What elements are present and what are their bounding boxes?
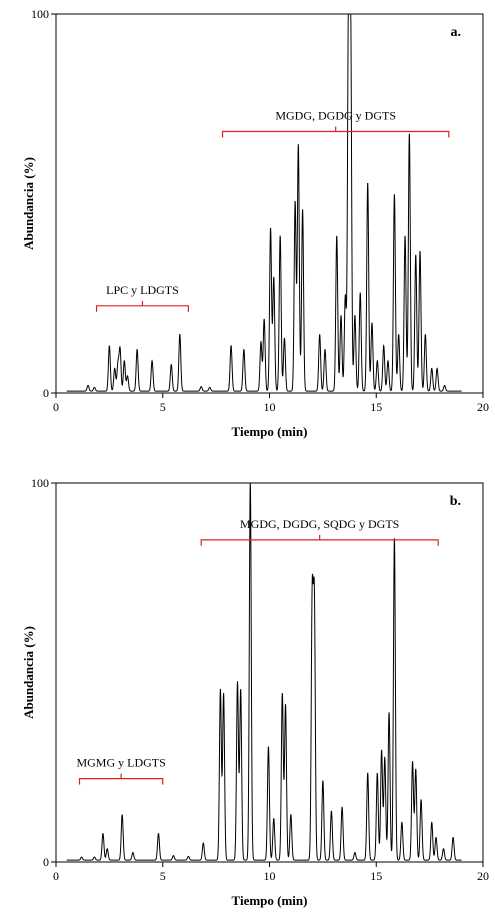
y-tick-label: 100 bbox=[31, 7, 49, 21]
x-tick-label: 5 bbox=[160, 400, 166, 414]
annotation-label: MGDG, DGDG, SQDG y DGTS bbox=[240, 517, 399, 531]
x-tick-label: 10 bbox=[264, 869, 276, 883]
y-tick-label: 100 bbox=[31, 476, 49, 490]
x-tick-label: 5 bbox=[160, 869, 166, 883]
x-tick-label: 15 bbox=[370, 400, 382, 414]
y-axis-label: Abundancia (%) bbox=[21, 626, 36, 719]
chromatogram-trace bbox=[66, 482, 462, 861]
y-tick-label: 0 bbox=[43, 386, 49, 400]
x-axis-label: Tiempo (min) bbox=[232, 893, 308, 908]
annotation-label: MGMG y LDGTS bbox=[76, 756, 165, 770]
chart-panel-a: 0 5 10 15 20 0 100 Tiempo (min) Abundancia (%) a.… bbox=[21, 7, 489, 439]
y-tick-label: 0 bbox=[43, 855, 49, 869]
x-tick-label: 10 bbox=[264, 400, 276, 414]
annotation-bracket bbox=[200, 534, 439, 546]
annotation-bracket bbox=[95, 300, 189, 312]
annotation-label: MGDG, DGDG y DGTS bbox=[275, 108, 396, 122]
y-axis-label: Abundancia (%) bbox=[21, 157, 36, 250]
x-tick-label: 0 bbox=[53, 400, 59, 414]
chromatogram-trace bbox=[66, 13, 462, 392]
x-tick-label: 0 bbox=[53, 869, 59, 883]
annotation-label: LPC y LDGTS bbox=[106, 283, 179, 297]
x-axis-label: Tiempo (min) bbox=[232, 424, 308, 439]
x-tick-label: 20 bbox=[477, 400, 489, 414]
chart-panel-b: 0 5 10 15 20 0 100 Tiempo (min) Abundancia (%) b.… bbox=[21, 476, 489, 908]
panel-label: a. bbox=[451, 25, 462, 40]
x-tick-label: 20 bbox=[477, 869, 489, 883]
panel-label: b. bbox=[450, 494, 461, 509]
annotation-bracket bbox=[221, 126, 450, 138]
x-tick-label: 15 bbox=[370, 869, 382, 883]
annotation-bracket bbox=[78, 773, 164, 785]
